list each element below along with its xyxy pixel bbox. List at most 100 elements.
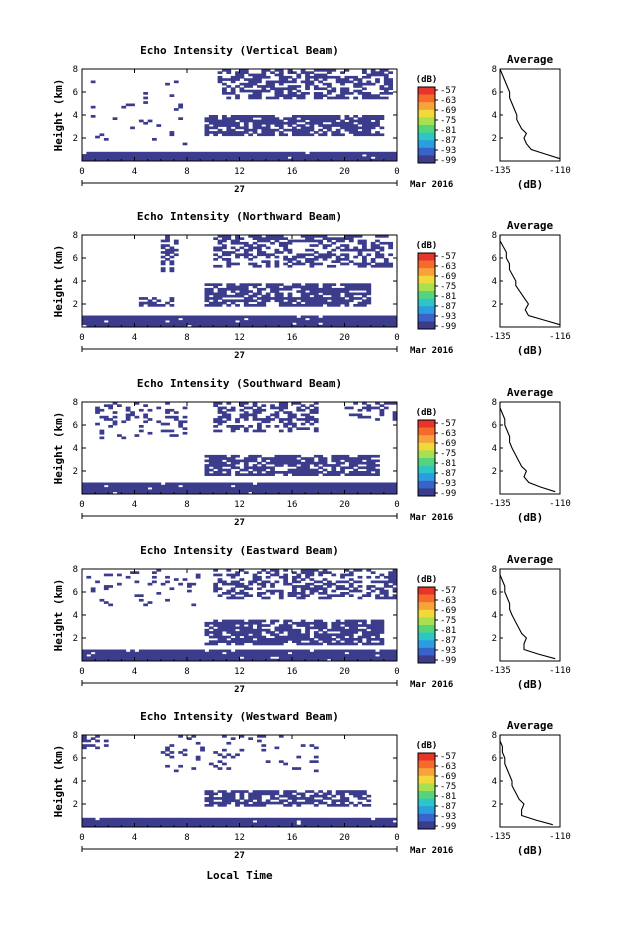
heatmap-cell <box>86 315 92 319</box>
heatmap-cell <box>292 92 297 95</box>
heatmap-cell <box>239 89 245 93</box>
heatmap-cell <box>252 158 258 162</box>
heatmap-cell <box>348 484 354 488</box>
heatmap-cell <box>235 487 240 490</box>
heatmap-cell <box>226 797 232 800</box>
heatmap-cell <box>292 87 297 91</box>
heatmap-cell <box>331 324 337 328</box>
heatmap-cell <box>348 658 354 662</box>
heatmap-cell <box>375 635 380 639</box>
heatmap-cell <box>309 489 315 493</box>
heatmap-cell <box>243 71 249 74</box>
heatmap-cell <box>318 454 324 458</box>
heatmap-cell <box>226 156 232 160</box>
heatmap-cell <box>366 151 372 155</box>
heatmap-cell <box>392 320 398 323</box>
heatmap-cell <box>121 482 127 486</box>
heatmap-cell <box>204 820 210 823</box>
heatmap-cell <box>348 589 354 593</box>
heatmap-cell <box>375 253 380 257</box>
colorbar-tick-label: -69 <box>440 772 456 782</box>
heatmap-cell <box>261 822 267 826</box>
heatmap-cell <box>313 624 319 627</box>
heatmap-cell <box>379 621 385 625</box>
heatmap-cell <box>82 651 87 655</box>
heatmap-cell <box>357 301 363 305</box>
heatmap-cell <box>125 158 131 162</box>
heatmap-cell <box>296 427 302 430</box>
heatmap-cell <box>117 651 122 655</box>
heatmap-cell <box>138 324 144 328</box>
heatmap-cell <box>112 487 118 490</box>
heatmap-cell <box>173 108 179 111</box>
heatmap-cell <box>331 794 337 798</box>
heatmap-cell <box>274 154 280 157</box>
heatmap-cell <box>313 235 319 238</box>
heatmap-cell <box>121 317 127 321</box>
heatmap-cell <box>300 285 306 289</box>
heatmap-cell <box>243 241 249 245</box>
heatmap-cell <box>270 817 275 821</box>
heatmap-cell <box>370 473 376 476</box>
heatmap-cell <box>274 635 280 639</box>
heatmap-cell <box>274 124 280 127</box>
heatmap-cell <box>217 573 223 577</box>
heatmap-cell <box>217 406 223 410</box>
heatmap-cell <box>335 124 341 127</box>
heatmap-cell <box>292 464 297 467</box>
heatmap-cell <box>327 464 332 467</box>
heatmap-cell <box>147 431 153 435</box>
heatmap-cell <box>335 158 341 162</box>
heatmap-cell <box>296 628 302 632</box>
heatmap-cell <box>103 824 109 828</box>
heatmap-cell <box>257 320 262 323</box>
heatmap-cell <box>318 592 324 595</box>
heatmap-cell <box>357 304 363 307</box>
heatmap-cell <box>362 121 367 125</box>
heatmap-cell <box>239 133 245 137</box>
heatmap-cell <box>357 297 363 300</box>
heatmap-cell <box>348 621 354 625</box>
heatmap-cell <box>335 642 341 646</box>
heatmap-cell <box>86 822 92 826</box>
heatmap-cell <box>252 790 258 793</box>
heatmap-cell <box>383 402 389 405</box>
colorbar-tick-label: -81 <box>440 626 456 636</box>
heatmap-cell <box>270 585 275 588</box>
heatmap-cell <box>213 471 219 474</box>
heatmap-cell <box>156 420 162 424</box>
heatmap-cell <box>152 320 157 323</box>
heatmap-cell <box>283 638 289 641</box>
heatmap-cell <box>300 491 306 495</box>
heatmap-cell <box>222 89 227 93</box>
heatmap-cell <box>226 624 232 627</box>
heatmap-cell <box>252 408 258 412</box>
y-tick-label: 2 <box>73 134 78 144</box>
heatmap-cell <box>348 151 354 155</box>
heatmap-cell <box>252 418 258 421</box>
heatmap-cell <box>313 87 319 91</box>
heatmap-cell <box>178 154 184 157</box>
heatmap-cell <box>257 484 262 488</box>
heatmap-cell <box>243 651 249 655</box>
heatmap-cell <box>292 820 297 823</box>
heatmap-cell <box>222 324 227 328</box>
heatmap-cell <box>300 292 306 296</box>
heatmap-cell <box>95 739 100 743</box>
heatmap-cell <box>300 638 306 641</box>
heatmap-cell <box>248 406 254 410</box>
heatmap-cell <box>165 322 170 326</box>
heatmap-cell <box>353 304 359 307</box>
heatmap-cell <box>213 817 219 821</box>
heatmap-cell <box>296 491 302 495</box>
heatmap-cell <box>305 156 310 160</box>
heatmap-cell <box>143 158 149 162</box>
heatmap-cell <box>213 151 219 155</box>
colorbar-segment <box>418 783 435 792</box>
heatmap-cell <box>331 121 337 125</box>
heatmap-cell <box>366 656 372 660</box>
heatmap-cell <box>305 573 310 577</box>
heatmap-cell <box>138 824 144 828</box>
heatmap-cell <box>274 235 280 238</box>
heatmap-cell <box>252 654 258 657</box>
